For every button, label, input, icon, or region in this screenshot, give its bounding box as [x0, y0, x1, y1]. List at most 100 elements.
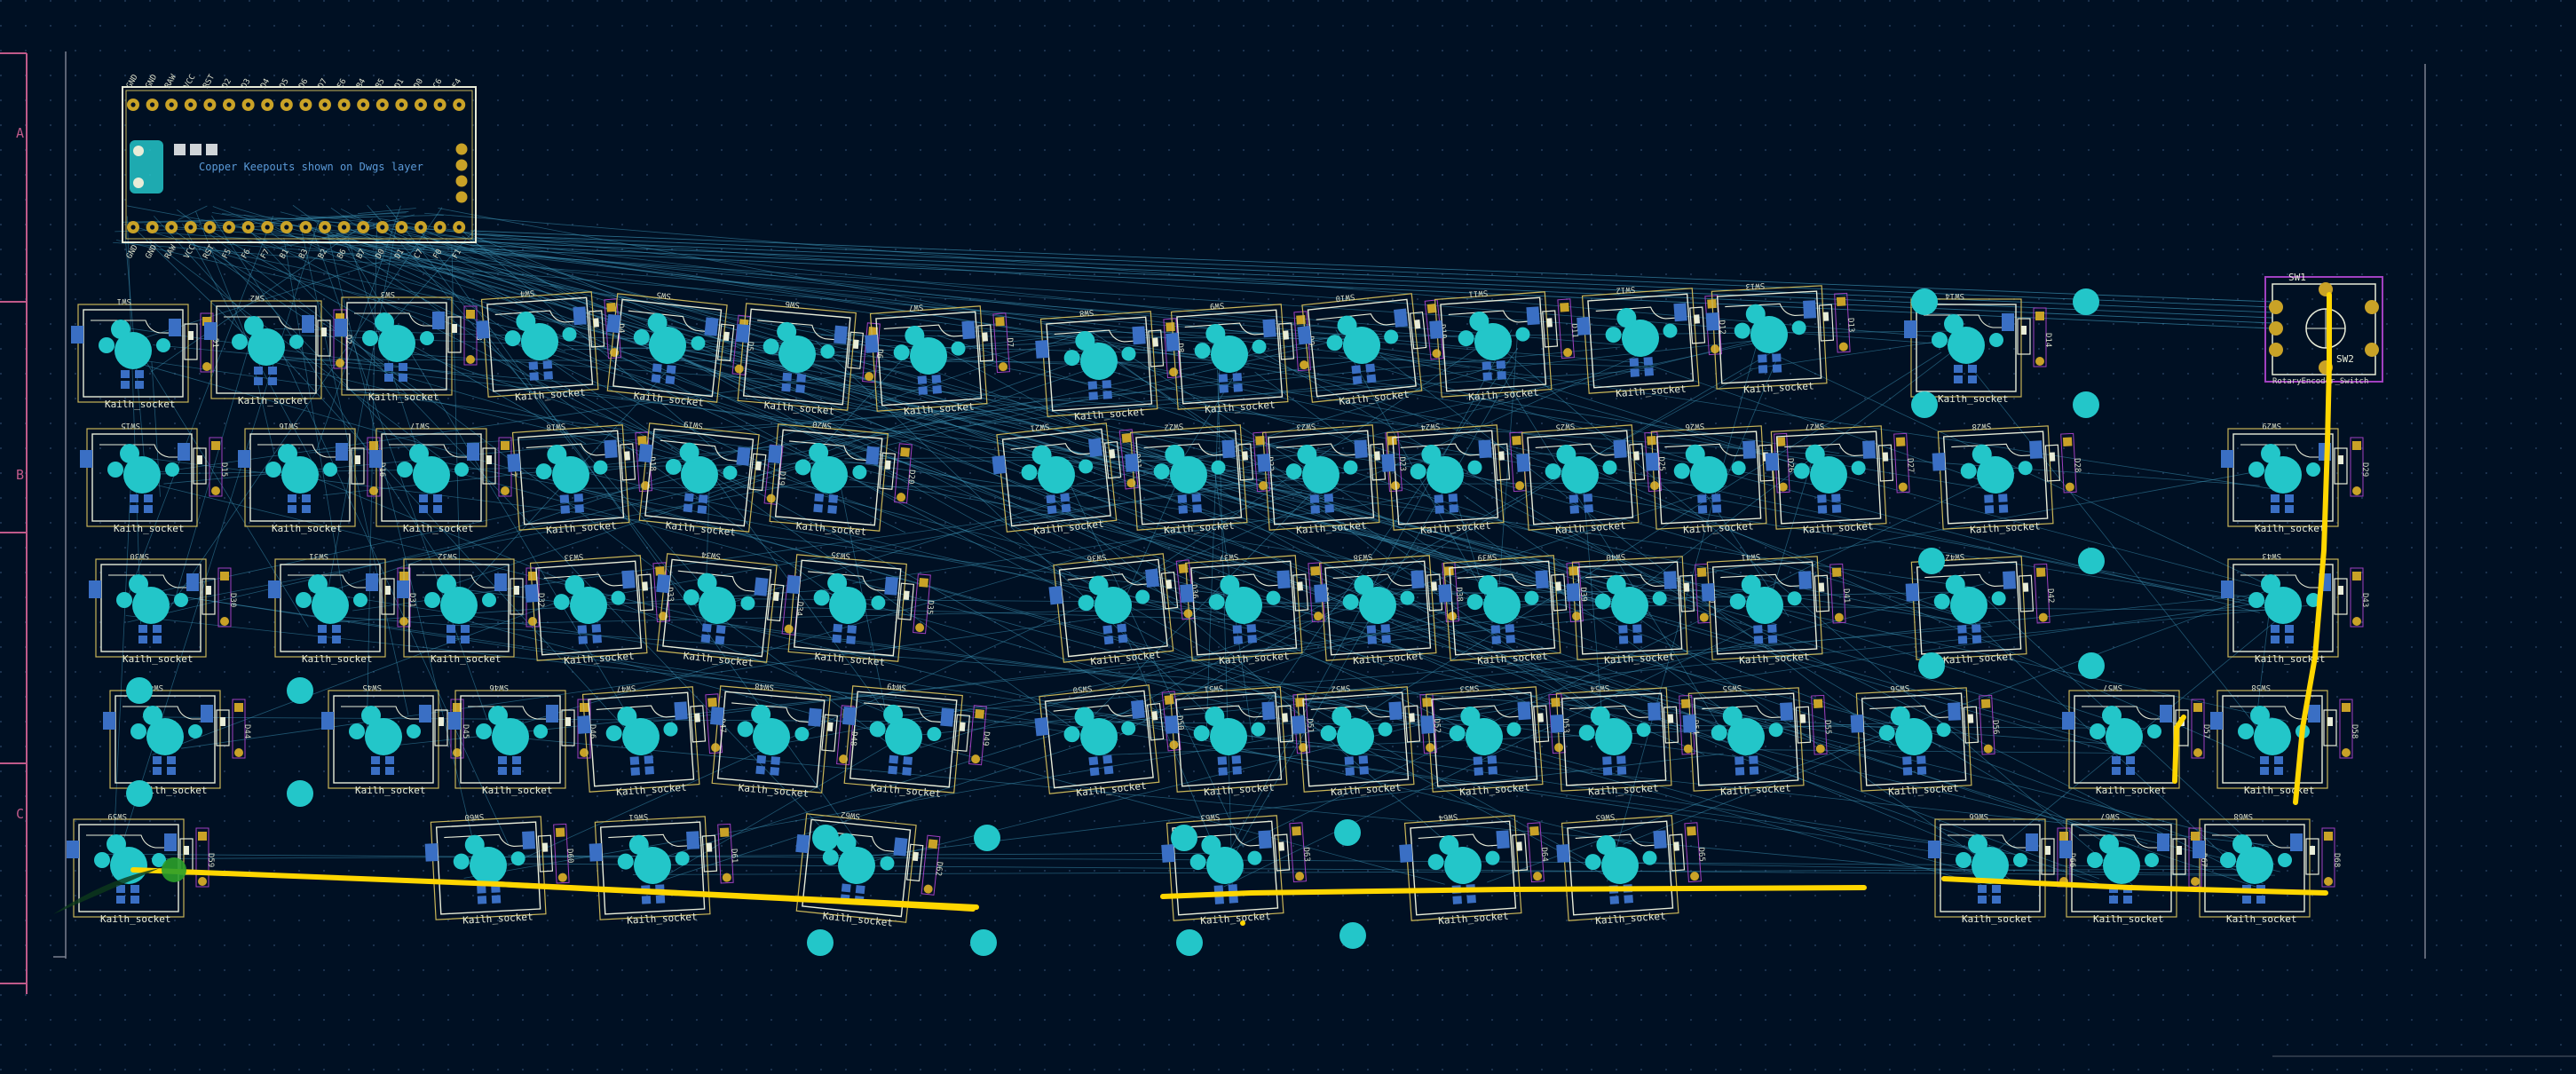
key-switch-footprint[interactable]: SW1 D1 Kailh_socket	[71, 296, 219, 410]
through-hole-pad-icon	[751, 704, 771, 724]
key-switch-footprint[interactable]: SW61 D61 Kailh_socket	[588, 807, 741, 928]
through-hole-pad-icon	[1088, 575, 1109, 596]
switch-reference: SW5	[656, 289, 671, 300]
switch-reference: SW36	[1087, 552, 1107, 563]
track[interactable]	[1160, 885, 1867, 899]
smd-pad-icon	[1448, 494, 1458, 502]
key-switch-footprint[interactable]: SW67 D67 Kailh_socket	[2059, 811, 2208, 925]
key-switch-footprint[interactable]: SW54D54Kailh_socket	[1549, 678, 1703, 800]
smd-pad-icon	[1948, 702, 1962, 721]
key-switch-footprint[interactable]: SW7 D7 Kailh_socket	[863, 296, 1019, 419]
key-switch-footprint[interactable]: SW53 D53 Kailh_socket	[1418, 676, 1575, 800]
key-switch-footprint[interactable]: SW27 D27 Kailh_socket	[1764, 416, 1917, 538]
smd-pad-icon	[796, 374, 807, 383]
key-switch-footprint[interactable]: SW63 D63 Kailh_socket	[1159, 805, 1316, 928]
key-switch-footprint[interactable]: SW37D37Kailh_socket	[1178, 545, 1334, 668]
track[interactable]	[494, 881, 976, 912]
smd-pad-icon	[446, 636, 455, 644]
switch-reference: SW15	[121, 421, 140, 430]
switch-center-hole	[810, 456, 848, 494]
key-switch-footprint[interactable]: SW22D22Kailh_socket	[1123, 415, 1279, 538]
key-switch-footprint[interactable]: SW28 D28 Kailh_socket	[1931, 416, 2084, 538]
through-hole-pad-icon	[2250, 706, 2270, 725]
through-hole-pad-icon	[2102, 706, 2122, 725]
key-switch-footprint[interactable]: SW12 D12 Kailh_socket	[1575, 278, 1731, 401]
key-switch-footprint[interactable]: SW11 D11 Kailh_socket	[1427, 281, 1584, 405]
key-switch-footprint[interactable]: SW52 D52 Kailh_socket	[1290, 676, 1446, 800]
smd-pad-icon	[1968, 375, 1977, 383]
key-switch-footprint[interactable]: SW21D21Kailh_socket	[989, 412, 1148, 541]
through-hole-pad-icon	[1285, 463, 1302, 480]
key-switch-footprint[interactable]: SW43 D43 Kailh_socket	[2221, 551, 2369, 665]
through-hole-pad-icon	[454, 462, 469, 477]
key-switch-footprint[interactable]: SW56 D56 Kailh_socket	[1849, 678, 2003, 800]
key-switch-footprint[interactable]: SW38 D38 Kailh_socket	[1312, 545, 1468, 668]
key-switch-footprint[interactable]: SW42 D42 Kailh_socket	[1904, 547, 2058, 668]
through-hole-pad-icon	[1337, 315, 1357, 336]
key-switch-footprint[interactable]: SW59 D59 Kailh_socket	[67, 811, 215, 925]
key-switch-footprint[interactable]: SW14 D14 Kailh_socket	[1904, 291, 2052, 405]
key-switch-footprint[interactable]: SW17D17Kailh_socket	[369, 421, 518, 534]
switch-outline	[435, 821, 541, 915]
key-switch-footprint[interactable]: SW9D9Kailh_socket	[1164, 294, 1320, 417]
key-switch-footprint[interactable]: SW55 D55 Kailh_socket	[1681, 678, 1835, 800]
through-hole-pad-icon	[665, 458, 682, 475]
key-switch-footprint[interactable]: SW13 D13 Kailh_socket	[1704, 276, 1858, 398]
key-switch-footprint[interactable]: SW26 D26 Kailh_socket	[1644, 416, 1798, 538]
through-hole-pad-icon	[1266, 590, 1281, 605]
key-switch-footprint[interactable]: SW31 D31 Kailh_socket	[268, 551, 416, 665]
switch-center-hole	[1595, 718, 1632, 755]
mcu-pin-label: B7	[355, 248, 367, 260]
diode-reference: D23	[1397, 456, 1407, 471]
key-switch-footprint[interactable]: SW41 D41 Kailh_socket	[1700, 547, 1853, 668]
key-switch-footprint[interactable]: SW4 D4 Kailh_socket	[474, 281, 630, 405]
through-hole-pad-icon	[1989, 333, 2003, 347]
key-switch-footprint[interactable]: SW25 D25 Kailh_socket	[1514, 415, 1671, 538]
key-switch-footprint[interactable]: SW3D3Kailh_socket	[335, 289, 483, 403]
key-switch-footprint[interactable]: SW51 D51 Kailh_socket	[1163, 676, 1319, 800]
key-switch-footprint[interactable]: SW57 D57 Kailh_socket	[2062, 683, 2210, 796]
key-switch-footprint[interactable]: SW46 D46 Kailh_socket	[448, 683, 597, 796]
through-hole-pad-icon	[1605, 327, 1622, 344]
key-switch-footprint[interactable]: SW64 D64 Kailh_socket	[1397, 805, 1553, 928]
highlighted-pad[interactable]	[162, 857, 186, 882]
switch-reference: SW67	[2100, 811, 2120, 820]
key-switch-footprint[interactable]: SW65 D65 Kailh_socket	[1554, 805, 1711, 928]
key-switch-footprint[interactable]: SW2 D2 Kailh_socket	[204, 293, 352, 407]
key-switch-footprint[interactable]: SW29 D29 Kailh_socket	[2221, 421, 2369, 534]
key-switch-footprint[interactable]: SW15 D15 Kailh_socket	[80, 421, 228, 534]
mounting-hole	[2073, 288, 2099, 315]
smd-pad-icon	[2157, 833, 2169, 851]
key-switch-footprint[interactable]: SW30 D30 Kailh_socket	[89, 551, 237, 665]
rotary-encoder-footprint[interactable]: SW1 SW2 RotaryEncoder_Switch	[2264, 272, 2383, 386]
smd-pad-icon	[2274, 767, 2283, 775]
key-switch-footprint[interactable]: SW40D40Kailh_socket	[1565, 547, 1719, 668]
through-hole-pad-icon	[375, 312, 394, 332]
through-hole-pad-icon	[900, 446, 910, 457]
diode-reference: D31	[407, 593, 416, 607]
key-switch-footprint[interactable]: SW10D10Kailh_socket	[1294, 282, 1453, 411]
key-switch-footprint[interactable]: SW60 D60 Kailh_socket	[423, 807, 577, 928]
key-switch-footprint[interactable]: SW45 D45 Kailh_socket	[321, 683, 470, 796]
track[interactable]	[1941, 876, 2328, 896]
smd-pad-icon	[833, 623, 843, 633]
through-hole-pad-icon	[1590, 706, 1610, 726]
through-hole-pad-icon	[593, 460, 608, 475]
key-switch-footprint[interactable]: SW39 D39 Kailh_socket	[1436, 545, 1592, 668]
through-hole-pad-icon	[647, 312, 668, 333]
switch-courtyard	[795, 813, 917, 923]
track[interactable]	[2293, 292, 2332, 805]
track[interactable]	[2172, 715, 2186, 784]
diode-reference: D65	[1696, 847, 1706, 862]
key-switch-footprint[interactable]: SW44 D44 Kailh_socket	[103, 683, 251, 796]
smd-pad-icon	[1928, 841, 1940, 858]
smd-pad-icon	[130, 885, 139, 893]
